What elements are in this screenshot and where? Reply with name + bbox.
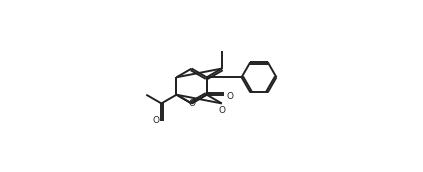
Text: O: O [226, 92, 233, 101]
Text: O: O [152, 116, 159, 125]
Text: O: O [218, 106, 225, 115]
Text: O: O [188, 99, 195, 108]
